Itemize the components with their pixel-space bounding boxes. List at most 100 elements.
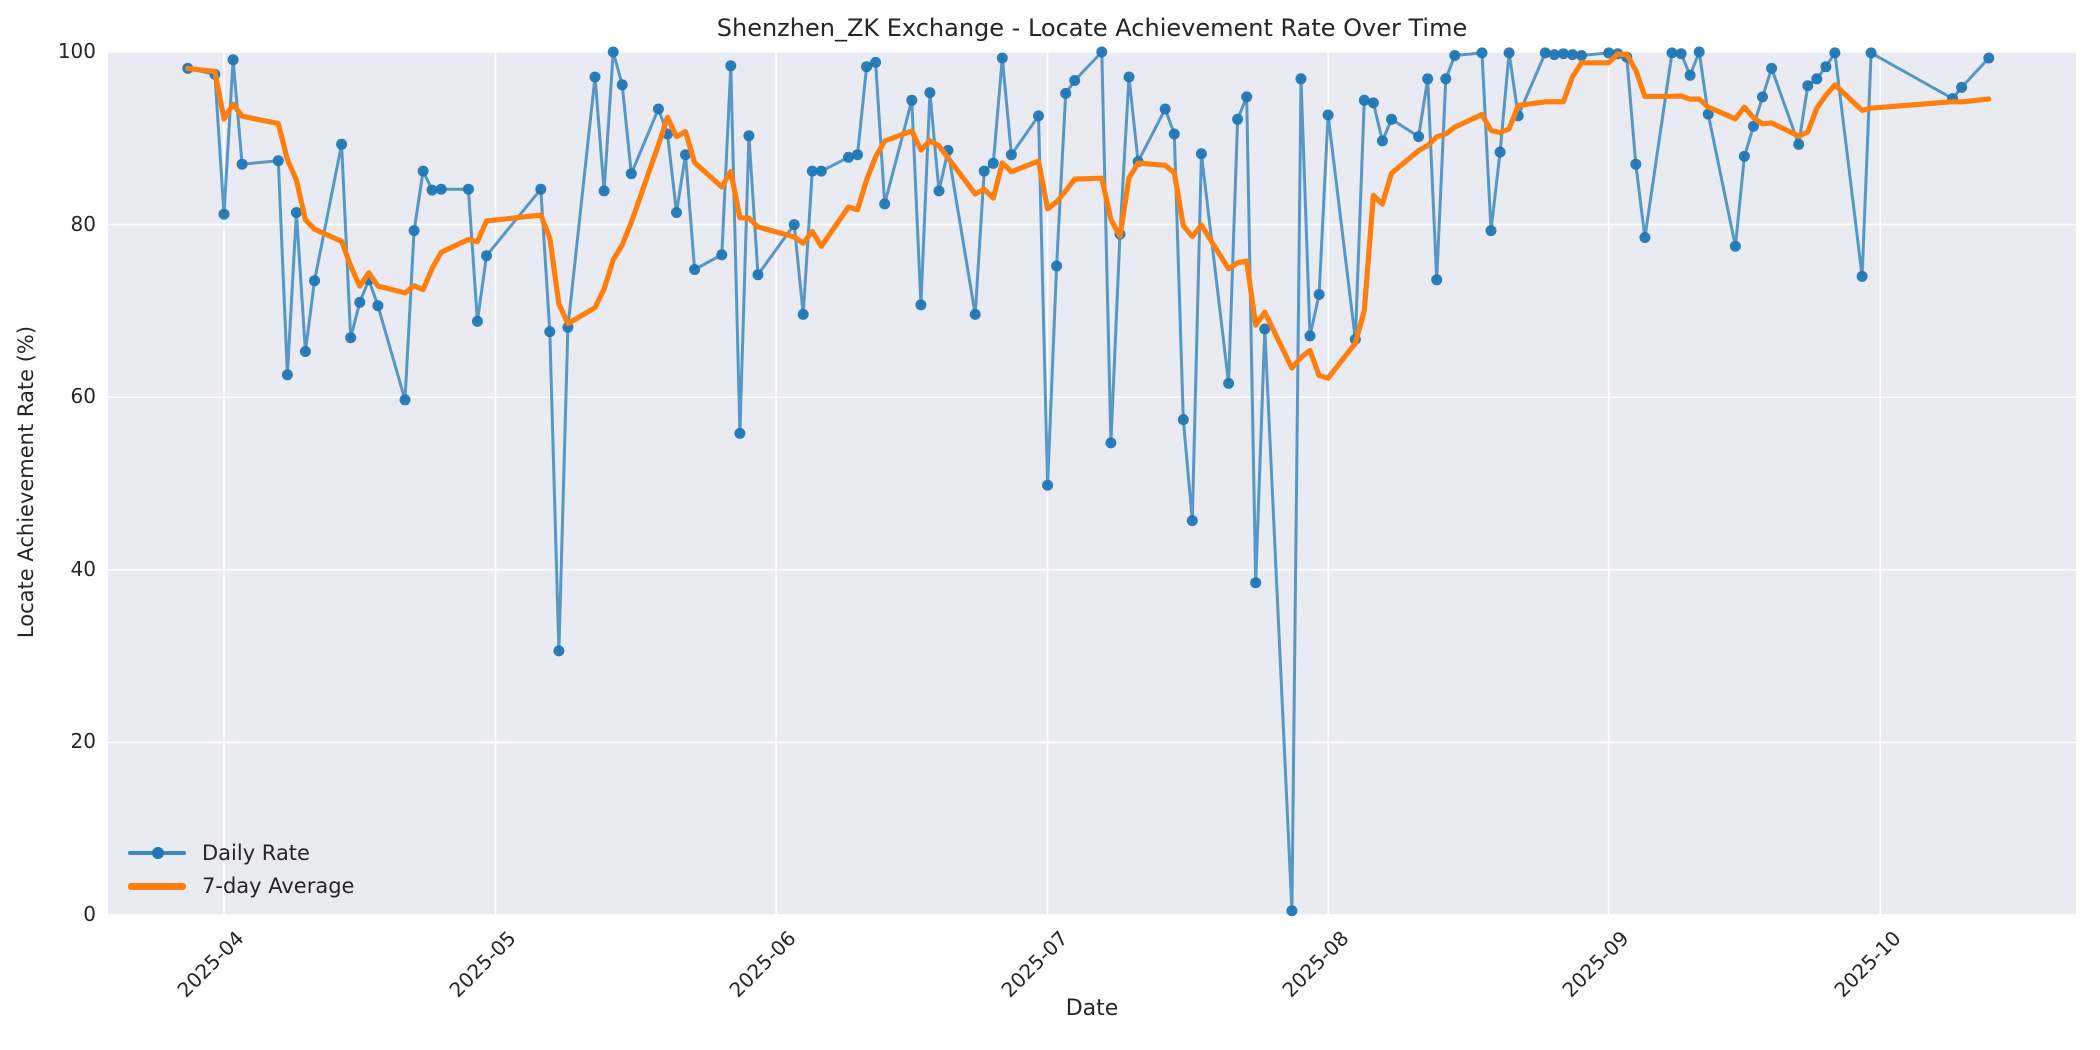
data-point-marker (1431, 274, 1443, 286)
data-point-marker (852, 149, 863, 161)
data-point-marker (354, 296, 366, 308)
data-point-marker (1956, 81, 1968, 93)
legend-label-7day-average: 7-day Average (202, 873, 355, 898)
data-point-marker (906, 94, 918, 106)
data-point-marker (1186, 515, 1198, 527)
data-point-marker (689, 264, 701, 275)
data-point-marker (236, 158, 248, 170)
data-point-marker (1630, 158, 1642, 170)
data-point-marker (345, 332, 357, 344)
data-point-marker (1096, 46, 1108, 58)
data-point-marker (281, 369, 293, 381)
data-point-marker (1476, 47, 1488, 59)
y-tick-label: 40 (70, 556, 96, 581)
data-point-marker (1684, 69, 1696, 81)
data-point-marker (1232, 113, 1244, 125)
data-point-marker (1865, 47, 1877, 59)
data-point-marker (1295, 73, 1307, 85)
data-point-marker (1757, 91, 1768, 103)
data-point-marker (1105, 437, 1117, 449)
data-point-marker (725, 60, 737, 72)
data-point-marker (1259, 323, 1271, 335)
data-point-marker (1802, 80, 1814, 92)
data-point-marker (598, 185, 610, 197)
data-point-marker (1829, 47, 1841, 59)
data-point-marker (1177, 414, 1189, 426)
y-tick-label: 100 (57, 39, 96, 63)
data-point-marker (1675, 48, 1687, 60)
data-point-marker (1539, 47, 1551, 59)
y-tick-label: 80 (70, 211, 96, 236)
data-point-marker (716, 249, 728, 261)
data-point-marker (1286, 905, 1298, 917)
data-point-marker (1005, 149, 1017, 161)
data-point-marker (996, 52, 1008, 64)
data-point-marker (408, 225, 420, 237)
data-point-marker (1386, 113, 1397, 125)
data-point-marker (933, 185, 945, 197)
legend: Daily Rate 7-day Average (128, 836, 354, 902)
data-point-marker (870, 56, 882, 68)
x-axis-label: Date (1065, 996, 1119, 1021)
data-point-marker (806, 165, 818, 177)
data-point-marker (1241, 91, 1253, 103)
data-point-marker (915, 299, 927, 311)
data-point-marker (1422, 73, 1434, 85)
plot-background (108, 51, 2076, 915)
data-point-marker (1766, 62, 1778, 74)
data-point-marker (435, 183, 447, 195)
data-point-marker (1983, 52, 1995, 64)
data-point-marker (1729, 240, 1741, 252)
data-point-marker (1376, 135, 1388, 147)
data-point-marker (299, 346, 311, 357)
data-point-marker (815, 165, 827, 177)
data-point-marker (843, 151, 854, 163)
data-point-marker (589, 71, 601, 83)
data-point-marker (309, 275, 320, 287)
chart-title: Shenzhen_ZK Exchange - Locate Achievemen… (716, 14, 1468, 42)
data-point-marker (1702, 108, 1714, 120)
data-point-marker (417, 165, 429, 177)
data-point-marker (1738, 150, 1750, 162)
data-point-marker (1494, 146, 1506, 158)
data-point-marker (1485, 225, 1497, 237)
data-point-marker (544, 326, 556, 338)
data-point-marker (1811, 73, 1823, 85)
data-point-marker (1123, 71, 1135, 83)
data-point-marker (1060, 87, 1072, 99)
data-point-marker (290, 207, 302, 218)
data-point-marker (1793, 138, 1805, 150)
y-tick-label: 0 (83, 902, 96, 926)
data-point-marker (1069, 75, 1081, 86)
data-point-marker (1159, 103, 1171, 115)
data-point-marker (924, 87, 936, 99)
data-point-marker (553, 645, 565, 657)
legend-item-7day-average: 7-day Average (128, 869, 354, 902)
data-point-marker (978, 165, 990, 177)
data-point-marker (1358, 94, 1370, 106)
daily-rate-line-icon (128, 846, 186, 859)
data-point-marker (1856, 270, 1868, 282)
data-point-marker (1440, 73, 1452, 85)
data-point-marker (1168, 128, 1180, 140)
data-point-marker (752, 269, 764, 281)
data-point-marker (879, 198, 891, 210)
data-point-marker (671, 207, 682, 218)
data-point-marker (607, 46, 619, 58)
data-point-marker (652, 103, 664, 115)
data-point-marker (1820, 61, 1832, 73)
data-point-marker (1639, 232, 1651, 243)
data-point-marker (1567, 49, 1578, 61)
data-point-marker (1449, 50, 1461, 61)
average-line (185, 51, 1992, 381)
data-point-marker (1548, 49, 1560, 61)
data-point-marker (535, 183, 547, 195)
data-point-marker (471, 315, 483, 327)
y-tick-label: 20 (70, 729, 96, 754)
data-point-marker (680, 149, 691, 161)
data-point-marker (1413, 131, 1425, 143)
data-point-marker (399, 394, 411, 406)
data-point-marker (1313, 289, 1325, 300)
